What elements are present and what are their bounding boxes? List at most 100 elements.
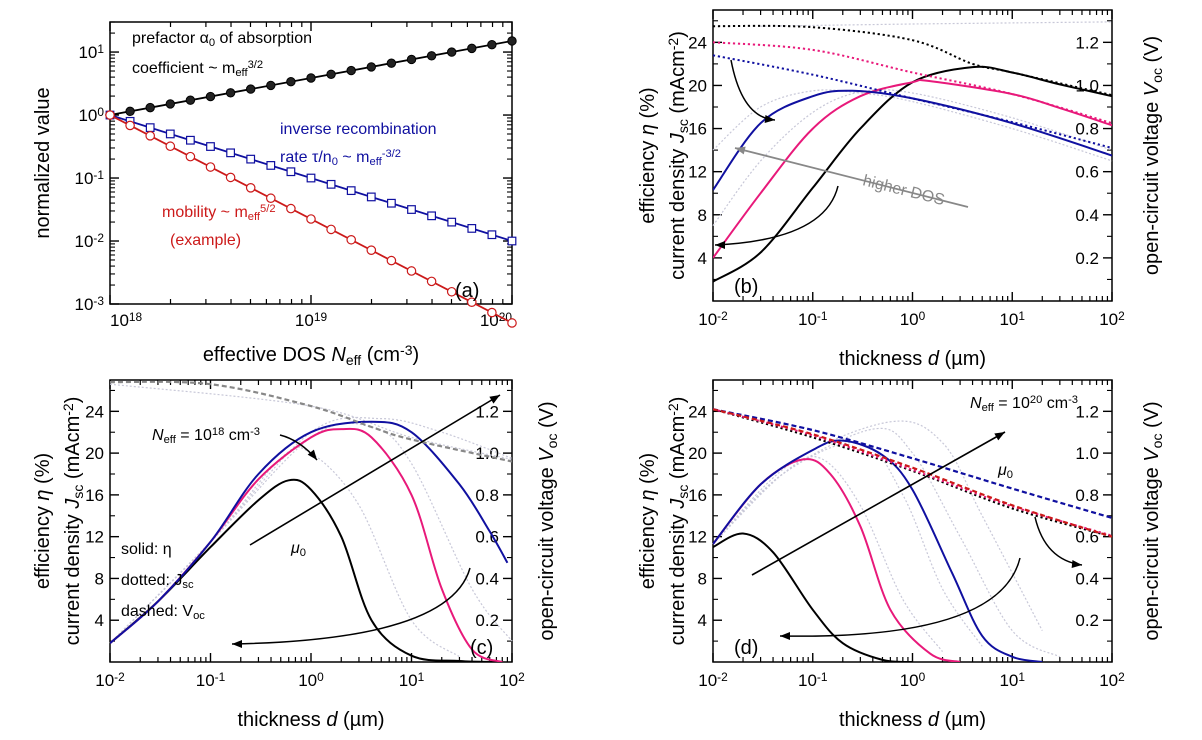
y-left-label-efficiency: efficiency η (%) <box>32 453 54 589</box>
marker-filled-circle <box>366 62 376 72</box>
x-tick-label: 10-2 <box>698 670 728 690</box>
marker-open-square <box>487 230 497 240</box>
marker-open-circle <box>507 318 517 328</box>
annotation-blue-1: inverse recombination <box>280 121 437 138</box>
marker-open-circle <box>487 307 497 318</box>
series-solid-black <box>713 532 913 662</box>
x-tick-label: 102 <box>1099 309 1125 329</box>
series-group <box>713 408 1112 662</box>
panel-label-b: (b) <box>734 276 758 298</box>
y-right-tick-label: 0.2 <box>1075 611 1099 630</box>
marker-filled-circle <box>205 91 216 102</box>
x-axis-label-b: thickness d (µm) <box>839 348 986 370</box>
y-left-tick-label: 12 <box>688 163 707 182</box>
x-tick-label: 10-1 <box>196 670 226 690</box>
marker-filled-circle <box>225 88 236 98</box>
marker-open-square <box>467 224 477 233</box>
y-right-tick-label: 1.2 <box>1075 402 1099 421</box>
marker-filled-circle <box>406 54 417 65</box>
panel-c: 10-2 10-1 100 101 102 4 8 12 16 20 24 0.2 0.4 0.6 0.8 1… <box>32 379 560 731</box>
panel-b: 10-2 10-1 100 101 102 4 8 12 16 20 24 0.2 0.4 0.6 0.8 1… <box>637 9 1165 370</box>
annotation-black-2: coefficient ~ meff3/2 <box>132 59 263 79</box>
x-tick-label: 101 <box>999 309 1025 329</box>
series-solid-blue <box>713 439 1043 662</box>
arrow-to-left-axis-d-head <box>780 632 790 640</box>
y-right-tick-label: 0.8 <box>1075 120 1099 139</box>
x-tick-label: 10-2 <box>95 670 125 690</box>
y-left-tick-label: 8 <box>698 569 707 588</box>
marker-filled-circle <box>426 51 437 61</box>
y-left-label-efficiency: efficiency η (%) <box>637 87 659 223</box>
neff-annotation-d: Neff = 1020 cm-3 <box>970 394 1078 414</box>
higher-dos-label: higher DOS <box>861 172 946 209</box>
y-left-label-current-density: current density Jsc (mAcm-2) <box>665 31 691 280</box>
marker-open-circle <box>386 255 397 266</box>
marker-open-square <box>387 198 396 208</box>
plot-frame-d <box>712 379 1113 663</box>
y-left-tick-label: 24 <box>688 402 707 421</box>
arrow-to-right-axis-d-head <box>1071 560 1082 568</box>
intermediate-curve <box>712 89 1113 162</box>
legend-dashed: dashed: Voc <box>121 603 205 622</box>
y-right-tick-label: 0.6 <box>1075 528 1099 547</box>
y-tick-label: 100 <box>78 105 104 125</box>
x-tick-label: 10-2 <box>698 309 728 329</box>
marker-open-circle <box>306 214 316 224</box>
mu0-label-c: μ0 <box>290 540 306 559</box>
marker-open-circle <box>125 120 135 131</box>
series-dotted-magenta <box>713 41 1112 125</box>
y-right-tick-label: 0.4 <box>1075 569 1099 588</box>
marker-filled-circle <box>447 47 457 57</box>
marker-open-circle <box>165 141 176 152</box>
marker-open-circle <box>466 297 477 307</box>
marker-open-circle <box>245 183 256 193</box>
x-tick-label: 1018 <box>110 310 143 330</box>
y-right-tick-label: 0.4 <box>475 569 499 588</box>
y-tick-label: 10-1 <box>75 168 105 188</box>
x-tick-label: 1019 <box>295 310 328 330</box>
marker-filled-circle <box>246 84 256 94</box>
annotation-blue-2: rate τ/n0 ~ meff-3/2 <box>280 148 401 168</box>
series-dotted-black <box>713 408 1112 538</box>
y-left-tick-label: 24 <box>85 402 104 421</box>
x-tick-label: 101 <box>999 670 1025 690</box>
panel-label-c: (c) <box>470 637 493 659</box>
y-left-tick-label: 12 <box>688 528 707 547</box>
y-left-tick-label: 20 <box>85 444 104 463</box>
y-left-tick-label: 20 <box>688 444 707 463</box>
higher-dos-arrow <box>734 147 969 208</box>
intermediate-curve <box>109 383 513 460</box>
marker-filled-circle <box>507 36 517 46</box>
marker-open-circle <box>406 266 417 276</box>
y-tick-label: 101 <box>78 42 104 62</box>
y-right-label-voltage: open-circuit voltage Voc (V) <box>1141 401 1165 640</box>
y-right-label-voltage: open-circuit voltage Voc (V) <box>536 401 560 640</box>
marker-filled-circle <box>165 99 176 109</box>
mu0-arrow-d-head <box>994 432 1005 441</box>
marker-open-circle <box>225 172 236 183</box>
y-tick-label: 10-3 <box>75 294 105 314</box>
y-right-tick-label: 1.0 <box>1075 444 1099 463</box>
y-left-tick-label: 24 <box>688 33 707 52</box>
arrow-to-left-axis-c <box>231 567 471 645</box>
series-dashed-red <box>713 408 1112 538</box>
marker-open-square <box>246 154 256 164</box>
y-right-tick-label: 0.8 <box>475 486 499 505</box>
annotation-red-2: (example) <box>170 232 241 249</box>
marker-open-square <box>145 123 155 133</box>
y-right-tick-label: 0.6 <box>1075 163 1099 182</box>
y-left-tick-label: 16 <box>688 486 707 505</box>
series-solid-black <box>110 478 497 662</box>
series-dotted-black <box>713 24 1112 97</box>
series-solid-blue <box>110 420 509 644</box>
x-tick-label: 102 <box>1099 670 1125 690</box>
marker-open-circle <box>286 203 296 214</box>
higher-dos-arrow-head <box>735 146 746 155</box>
marker-filled-circle <box>306 73 316 83</box>
marker-open-square <box>366 192 376 202</box>
series-solid-magenta <box>713 458 961 662</box>
y-left-tick-label: 20 <box>688 76 707 95</box>
marker-open-circle <box>446 286 457 297</box>
intermediate-curve <box>760 21 1113 27</box>
series-solid-magenta <box>713 78 1112 259</box>
